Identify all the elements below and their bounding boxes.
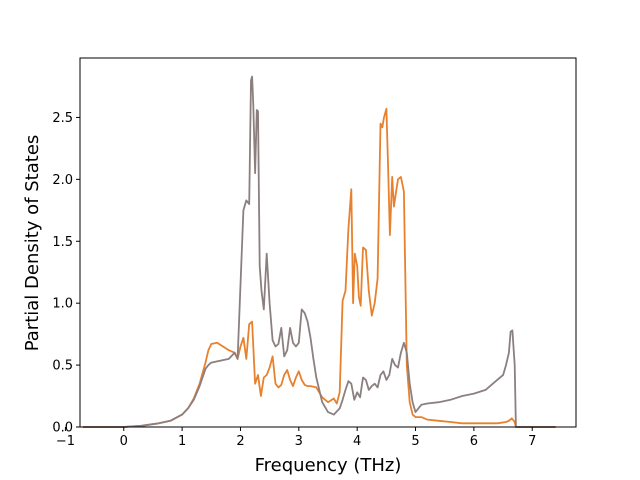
- x-tick-label: 6: [470, 434, 478, 449]
- x-axis-ticks: −1 0 1 2 3 4 5 6 7: [56, 427, 536, 449]
- x-tick-label: 1: [178, 434, 186, 449]
- series-layer: [82, 75, 556, 428]
- series-line-2: [82, 75, 556, 428]
- x-axis-title: Frequency (THz): [255, 455, 402, 476]
- x-tick-label: 3: [295, 434, 303, 449]
- plot-background: [80, 58, 576, 427]
- x-tick-label: 2: [236, 434, 244, 449]
- x-tick-label: 0: [120, 434, 128, 449]
- y-tick-label: 0.0: [52, 421, 73, 436]
- y-tick-label: 2.5: [52, 111, 73, 126]
- y-tick-label: 2.0: [52, 173, 73, 188]
- x-tick-label: 7: [528, 434, 536, 449]
- plot-frame: [79, 57, 577, 428]
- x-tick-label: 4: [353, 434, 361, 449]
- y-tick-label: 1.0: [52, 297, 73, 312]
- y-axis-ticks: 0.0 0.5 1.0 1.5 2.0 2.5: [52, 111, 80, 436]
- x-tick-label: −1: [56, 434, 75, 449]
- y-tick-label: 1.5: [52, 235, 73, 250]
- y-tick-label: 0.5: [52, 359, 73, 374]
- x-tick-label: 5: [411, 434, 419, 449]
- y-axis-title: Partial Density of States: [22, 135, 43, 352]
